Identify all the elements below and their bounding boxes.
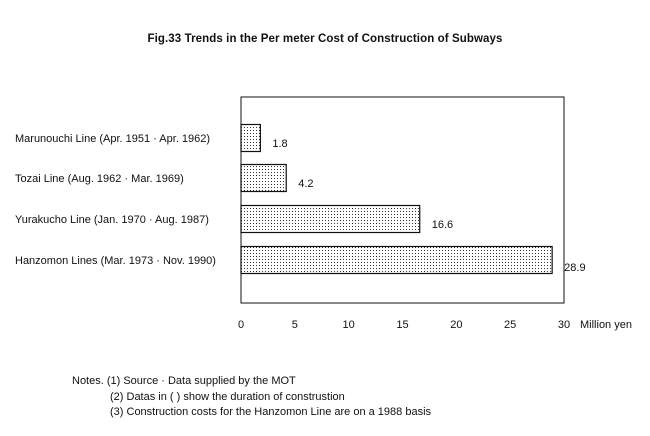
x-tick-label-20: 20 [450,319,462,331]
bar-2 [240,163,287,193]
x-ticks-group: 0 5 10 15 20 25 30 [238,319,570,331]
value-label-2: 4.2 [298,178,313,190]
category-label-1: Marunouchi Line (Apr. 1951 · Apr. 1962) [15,133,210,145]
x-tick-label-5: 5 [292,319,298,331]
value-label-3: 16.6 [432,219,453,231]
chart-title: Fig.33 Trends in the Per meter Cost of C… [147,33,503,45]
x-tick-label-15: 15 [396,319,408,331]
x-tick-label-30: 30 [558,319,570,331]
value-label-1: 1.8 [272,138,287,150]
note-basis: (3) Construction costs for the Hanzomon … [110,406,432,418]
category-label-3: Yurakucho Line (Jan. 1970 · Aug. 1987) [15,214,209,226]
notes: Notes. (1) Source · Data supplied by the… [72,374,431,421]
category-labels-group: Marunouchi Line (Apr. 1951 · Apr. 1962) T… [15,133,216,267]
x-tick-label-10: 10 [343,319,355,331]
category-label-4: Hanzomon Lines (Mar. 1973 · Nov. 1990) [15,255,216,267]
note-source: Notes. (1) Source · Data supplied by the… [72,375,296,387]
value-labels-group: 1.8 4.2 16.6 28.9 [272,138,585,274]
bars-group [240,123,553,275]
bar-1 [240,123,261,153]
bar-4 [240,245,553,275]
category-label-2: Tozai Line (Aug. 1962 · Mar. 1969) [15,173,184,185]
x-axis-label: Million yen [580,319,632,331]
note-duration: (2) Datas in ( ) show the duration of co… [110,390,345,403]
x-tick-label-0: 0 [238,319,244,331]
x-tick-label-25: 25 [504,319,516,331]
value-label-4: 28.9 [564,262,585,274]
bar-3 [240,204,421,234]
plot-area-frame [240,96,565,304]
